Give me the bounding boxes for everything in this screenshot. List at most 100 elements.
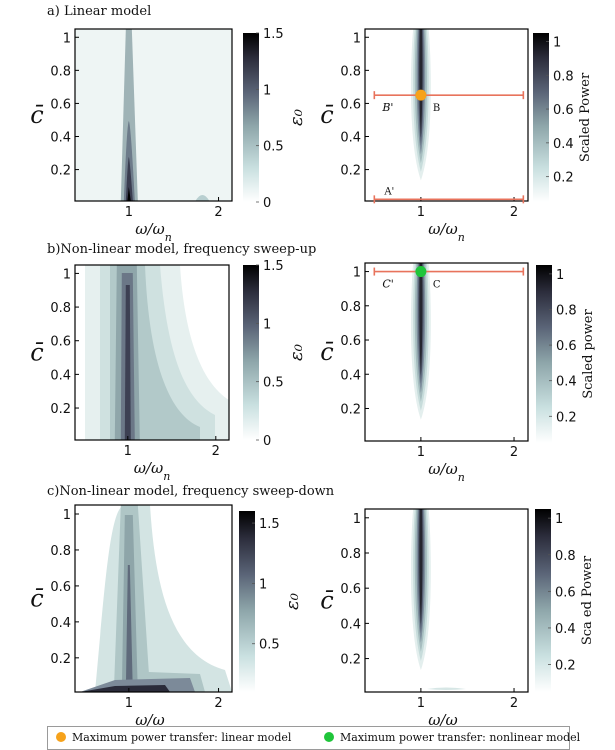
- annotation-line: B' B: [373, 91, 525, 114]
- annotation-label-end: C: [433, 280, 441, 291]
- heatmap-field: [365, 29, 528, 201]
- x-tick-label: 1: [124, 444, 132, 459]
- heatmap-field: [75, 265, 229, 440]
- green-dot-icon: [324, 732, 334, 742]
- x-tick-label: 2: [214, 205, 222, 220]
- colorbar-gradient: [533, 33, 549, 202]
- y-tick-label: 0.2: [50, 402, 71, 417]
- contour-level-4: [127, 187, 131, 201]
- legend-label-nonlinear: Maximum power transfer: nonlinear model: [340, 731, 581, 744]
- colorbar-tick-label: 0.2: [553, 171, 574, 186]
- colorbar-tick-label: 0.6: [553, 103, 574, 118]
- x-tick-label: 2: [212, 444, 220, 459]
- colorbar-label: Scaled Power: [578, 72, 593, 162]
- y-tick-label: 1: [353, 266, 361, 281]
- y-tick-label: 0.4: [50, 616, 71, 631]
- y-tick-label: 0.8: [340, 300, 361, 315]
- y-tick-label: 0.2: [340, 402, 361, 417]
- y-tick-label: 0.8: [50, 301, 71, 316]
- x-tick-label: 2: [214, 696, 222, 711]
- colorbar-tick-label: 1: [263, 83, 271, 98]
- y-tick-label: 0.8: [50, 544, 71, 559]
- annotation-label-start: C': [382, 278, 393, 291]
- heatmap-background: [365, 29, 528, 201]
- annotation-line: C' C: [373, 267, 525, 291]
- colorbar-tick-label: 1: [555, 512, 563, 527]
- colorbar-tick-label: 0: [263, 434, 271, 449]
- colorbar-label: Sca ed Power: [580, 555, 595, 645]
- colorbar-tick-label: 0.8: [553, 69, 574, 84]
- colorbar-tick-label: 0.2: [556, 410, 577, 425]
- axes-frame: [364, 262, 529, 442]
- contour-level-6: [419, 263, 423, 376]
- x-axis-label: ω/ωn: [134, 459, 171, 483]
- y-axis-label: c̄: [30, 101, 44, 129]
- contour-level-3: [125, 157, 133, 201]
- colorbar: 0 0.5 1 1.5 ε₀: [243, 259, 307, 449]
- heatmap-background: [75, 29, 232, 201]
- heatmap-field: [365, 263, 528, 441]
- y-axis-label: c̄: [320, 101, 334, 129]
- y-tick-label: 0.4: [50, 368, 71, 383]
- annotation-label-start: A': [383, 186, 394, 197]
- colorbar-gradient: [239, 511, 255, 692]
- colorbar-tick-label: 0.8: [555, 549, 576, 564]
- y-tick-label: 1: [353, 31, 361, 46]
- legend-item-linear: Maximum power transfer: linear model: [56, 731, 291, 744]
- colorbar: 0.2 0.4 0.6 0.8 1 Scaled power: [536, 265, 596, 443]
- orange-dot-icon: [56, 732, 66, 742]
- y-tick-label: 0.8: [340, 547, 361, 562]
- y-tick-label: 0.6: [50, 580, 71, 595]
- colorbar-tick-label: 1.5: [263, 27, 284, 42]
- colorbar-label: ε₀: [282, 593, 303, 610]
- x-tick-label: 2: [510, 445, 518, 460]
- y-axis-label: c̄: [30, 339, 44, 367]
- y-tick-label: 0.2: [50, 652, 71, 667]
- heatmap-field: [365, 509, 528, 692]
- colorbar-tick-label: 0.4: [553, 137, 574, 152]
- y-tick-label: 0.2: [340, 164, 361, 179]
- y-tick-label: 0.4: [340, 368, 361, 383]
- contour-level-6: [124, 285, 131, 440]
- y-tick-label: 0.6: [50, 335, 71, 350]
- contour-level-2: [113, 505, 205, 692]
- panel-4: 1 20.20.40.60.81ω/ωnc̄0.20.40.60.81Scaled…: [320, 262, 596, 484]
- y-tick-label: 0.4: [340, 131, 361, 146]
- axes-frame: [74, 28, 233, 202]
- colorbar-tick-label: 1: [259, 577, 267, 592]
- colorbar-gradient: [243, 265, 259, 440]
- colorbar-gradient: [536, 265, 552, 443]
- x-tick-label: 1: [417, 696, 425, 711]
- axes-frame: [364, 508, 529, 693]
- colorbar-label: ε₀: [286, 109, 307, 126]
- annotation-label-end: B: [433, 103, 440, 114]
- colorbar: 0.5 1 1.5 ε₀: [239, 511, 303, 692]
- contour-level-4: [125, 565, 133, 692]
- y-axis-label: c̄: [30, 585, 44, 613]
- y-tick-label: 1: [353, 512, 361, 527]
- panel-2: 1 20.20.40.60.81ω/ωnc̄0.20.40.60.81Scaled…: [320, 28, 593, 244]
- x-axis-label: ω/ωn: [428, 220, 465, 244]
- colorbar-tick-label: 1: [263, 317, 271, 332]
- y-tick-label: 0.4: [340, 617, 361, 632]
- x-tick-label: 1: [125, 696, 133, 711]
- colorbar-tick-label: 0.2: [555, 659, 576, 674]
- y-tick-label: 0.8: [50, 64, 71, 79]
- y-tick-label: 1: [63, 508, 71, 523]
- legend-label-linear: Maximum power transfer: linear model: [72, 731, 292, 744]
- x-tick-label: 1: [417, 205, 425, 220]
- y-tick-label: 1: [63, 267, 71, 282]
- section-title-c: c)Non-linear model, frequency sweep-down: [47, 484, 335, 499]
- contour-level-6: [419, 509, 423, 625]
- panel-1: 1 20.20.40.60.81ω/ωnc̄00.511.5ε₀: [30, 27, 307, 244]
- x-axis-label: ω/ωn: [428, 460, 465, 484]
- colorbar-label: ε₀: [286, 344, 307, 361]
- colorbar-tick-label: 0.5: [263, 140, 284, 155]
- max-power-marker: [415, 89, 427, 101]
- colorbar: 0.2 0.4 0.6 0.8 1 Sca ed Power: [535, 509, 595, 692]
- axes-frame: [74, 504, 233, 693]
- panel-3: 1 20.20.40.60.81ω/ωnc̄00.511.5ε₀: [30, 259, 307, 483]
- contour-secondary-peak: [195, 195, 210, 201]
